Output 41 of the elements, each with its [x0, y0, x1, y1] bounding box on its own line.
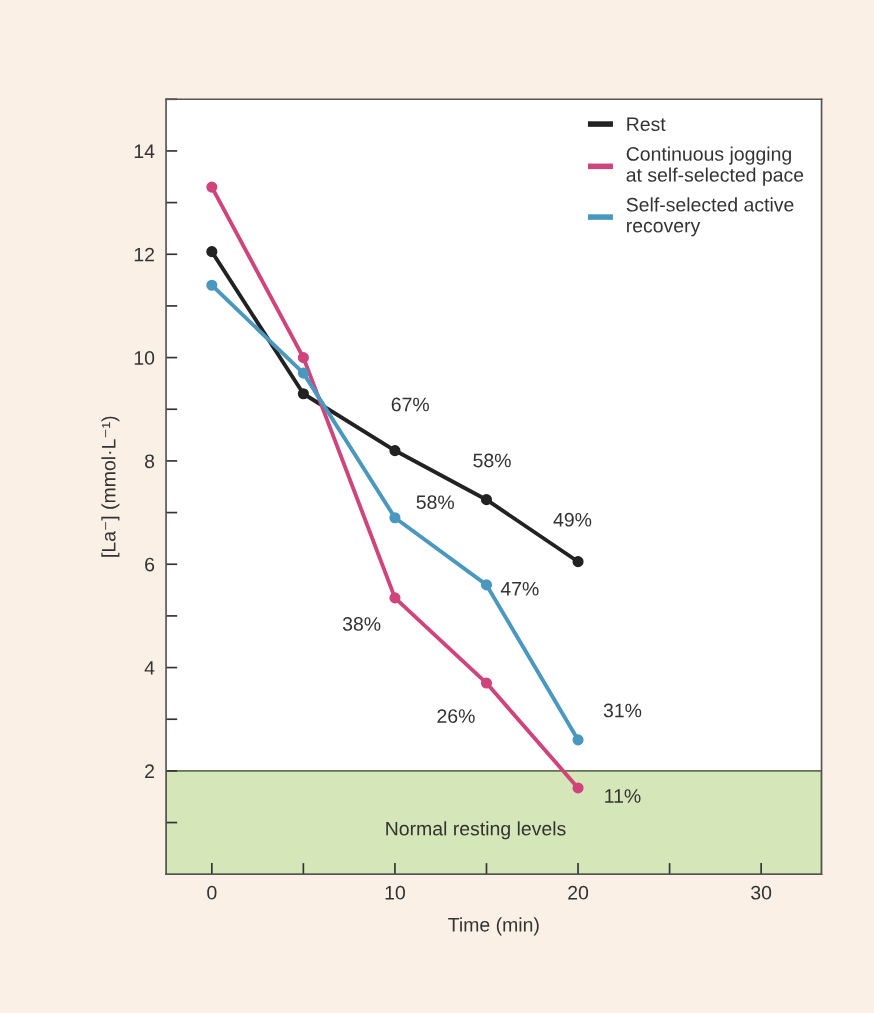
point	[572, 782, 584, 794]
annotation: 58%	[416, 495, 454, 510]
annotation: 49%	[553, 512, 592, 527]
annotation: 26%	[437, 709, 475, 724]
point	[297, 388, 309, 400]
x-tick-label: 20	[568, 885, 589, 900]
point	[572, 734, 584, 746]
y-tick-label: 12	[134, 247, 154, 262]
annotation: 38%	[342, 617, 381, 631]
point	[480, 579, 493, 591]
x-tick-label: 10	[385, 885, 405, 900]
y-tick-label: 14	[134, 144, 155, 158]
annotation: 58%	[473, 453, 511, 468]
point	[297, 367, 309, 379]
point	[206, 246, 218, 258]
x-tick-label: 30	[751, 885, 772, 900]
point	[389, 512, 401, 524]
legend-label: Self-selected active recovery	[626, 197, 794, 237]
point	[480, 677, 493, 689]
band-label: Normal resting levels	[386, 821, 566, 840]
legend-label: Continuous jogging at self-selected pace	[626, 146, 804, 186]
y-tick-label: 2	[145, 764, 154, 778]
y-tick-label: 4	[144, 661, 155, 675]
point	[206, 181, 218, 193]
point	[297, 352, 309, 364]
point	[389, 445, 401, 457]
point	[206, 279, 218, 291]
y-tick-label: 8	[144, 454, 155, 469]
annotation: 31%	[603, 703, 642, 718]
legend-label: Rest	[627, 117, 666, 132]
annotation: 11%	[605, 789, 641, 803]
y-tick-label: 10	[134, 351, 155, 365]
annotation: 67%	[391, 397, 429, 412]
x-tick-label: 0	[207, 885, 217, 900]
x-axis-title: Time (min)	[448, 917, 539, 936]
point	[572, 556, 584, 568]
annotation: 47%	[500, 582, 539, 596]
point	[480, 494, 493, 506]
point	[389, 592, 401, 604]
y-tick-label: 6	[145, 557, 155, 572]
y-axis-title: [La⁻] (mmol·L⁻¹)	[101, 416, 120, 557]
